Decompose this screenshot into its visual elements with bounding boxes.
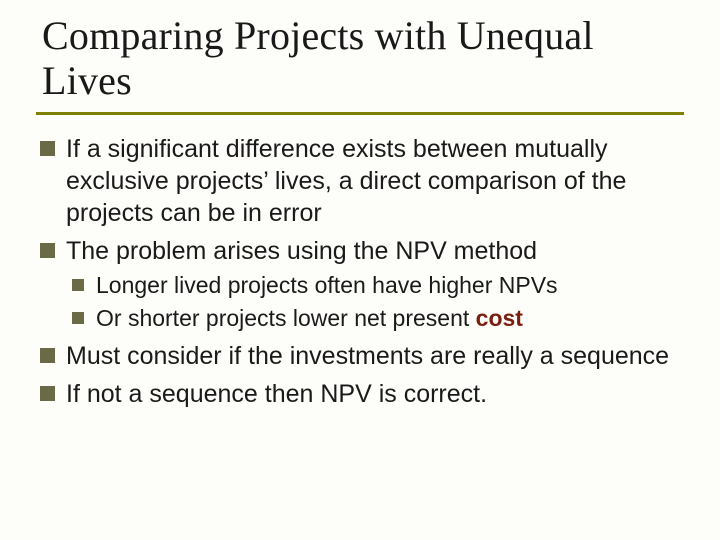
emphasis-cost: cost <box>476 305 523 331</box>
bullet-text: The problem arises using the NPV method <box>66 237 537 265</box>
list-item: Longer lived projects often have higher … <box>70 271 684 301</box>
bullet-list-level2: Longer lived projects often have higher … <box>66 271 684 335</box>
bullet-text: Or shorter projects lower net present <box>96 305 476 331</box>
list-item: If a significant difference exists betwe… <box>36 133 684 229</box>
bullet-list-level1: If a significant difference exists betwe… <box>36 133 684 411</box>
slide: Comparing Projects with Unequal Lives If… <box>0 0 720 540</box>
list-item: Must consider if the investments are rea… <box>36 340 684 372</box>
bullet-text: Must consider if the investments are rea… <box>66 342 669 370</box>
title-underline <box>36 112 684 115</box>
bullet-text: If not a sequence then NPV is correct. <box>66 380 487 408</box>
bullet-text: If a significant difference exists betwe… <box>66 135 626 227</box>
list-item: If not a sequence then NPV is correct. <box>36 378 684 410</box>
bullet-text: Longer lived projects often have higher … <box>96 272 558 298</box>
page-title: Comparing Projects with Unequal Lives <box>42 14 684 104</box>
list-item: The problem arises using the NPV method … <box>36 235 684 335</box>
list-item: Or shorter projects lower net present co… <box>70 304 684 334</box>
